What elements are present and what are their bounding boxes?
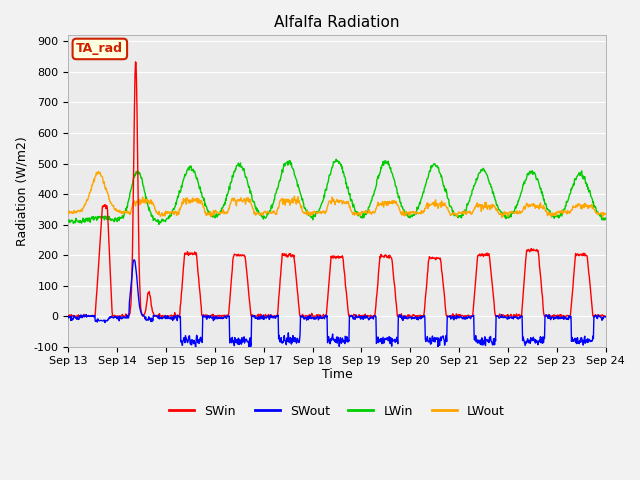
SWin <box>132 59 140 65</box>
SWin <box>65 313 72 319</box>
SWout <box>248 313 256 319</box>
LWout <box>65 209 72 215</box>
Text: TA_rad: TA_rad <box>76 42 124 56</box>
SWin <box>270 313 278 319</box>
SWin <box>585 271 593 276</box>
SWout <box>65 315 72 321</box>
LWout <box>436 202 444 207</box>
SWout <box>130 257 138 263</box>
SWin <box>65 313 72 319</box>
Title: Alfalfa Radiation: Alfalfa Radiation <box>274 15 400 30</box>
Line: SWin: SWin <box>68 62 605 316</box>
SWin <box>182 251 190 256</box>
SWin <box>436 255 444 261</box>
SWout <box>602 314 609 320</box>
LWout <box>248 203 255 208</box>
SWout <box>451 315 459 321</box>
LWin <box>602 216 609 222</box>
Y-axis label: Radiation (W/m2): Radiation (W/m2) <box>15 136 28 246</box>
LWin <box>269 200 277 206</box>
LWout <box>602 211 609 217</box>
LWin <box>155 222 163 228</box>
SWout <box>192 346 200 351</box>
LWout <box>182 195 189 201</box>
SWout <box>182 333 189 338</box>
LWin <box>65 217 72 223</box>
LWout <box>498 215 506 220</box>
Line: SWout: SWout <box>68 260 605 348</box>
LWin <box>182 173 189 179</box>
SWin <box>248 312 256 318</box>
LWin <box>248 192 255 197</box>
LWout <box>95 168 102 174</box>
LWin <box>332 156 340 162</box>
LWout <box>585 205 593 211</box>
Legend: SWin, SWout, LWin, LWout: SWin, SWout, LWin, LWout <box>164 400 509 423</box>
SWout <box>436 337 444 343</box>
LWout <box>451 211 458 216</box>
SWin <box>451 312 459 318</box>
SWout <box>585 337 593 343</box>
SWout <box>270 315 278 321</box>
SWin <box>602 313 609 319</box>
Line: LWin: LWin <box>68 159 605 225</box>
LWin <box>436 170 444 176</box>
X-axis label: Time: Time <box>321 368 353 381</box>
LWin <box>451 211 459 216</box>
Line: LWout: LWout <box>68 171 605 217</box>
LWout <box>269 208 277 214</box>
LWin <box>585 189 593 195</box>
